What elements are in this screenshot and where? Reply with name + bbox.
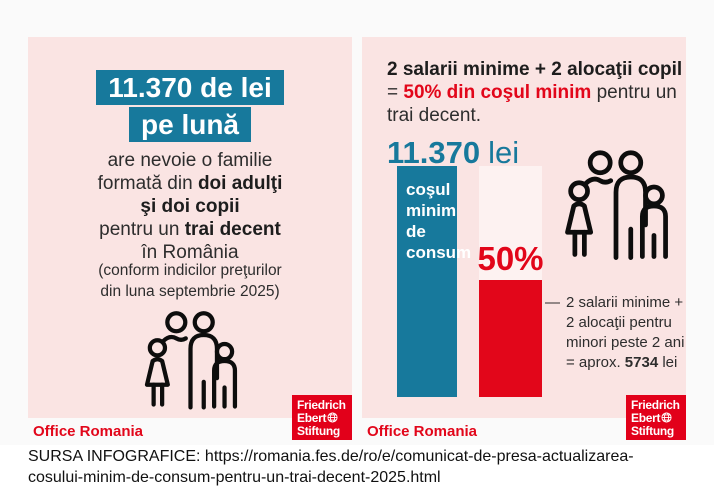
office-romania-label-right: Office Romania — [367, 423, 478, 440]
body-line2-bold: doi adulţi — [197, 173, 283, 194]
source-line1: SURSA INFOGRAFICE: https://romania.fes.d… — [28, 448, 634, 465]
body-line4-bold: trai decent — [184, 219, 281, 240]
headline-line1-bold: 2 salarii minime + 2 alocaţii copil — [387, 59, 683, 80]
bar-cosul-minim: coşul minim de consum — [397, 166, 472, 397]
percent-label: 50% — [477, 240, 544, 277]
right-panel: 2 salarii minime + 2 alocaţii copil = 50%… — [362, 37, 686, 418]
amount-unit: lei — [488, 135, 520, 170]
bar-cosul-minim-label: coşul minim de consum — [406, 180, 472, 262]
headline-amount: 11.370 de lei — [96, 70, 284, 105]
body-line1: are nevoie o familie — [107, 150, 273, 171]
note-line2: din luna septembrie 2025) — [100, 283, 280, 300]
fes-logo: Friedrich Ebert Stiftung — [626, 395, 686, 440]
price-index-note: (conform indicilor preţurilor din luna se… — [28, 260, 352, 302]
globe-icon — [661, 411, 672, 426]
headline-period: pe lună — [128, 107, 251, 142]
chart-amount-label: 11.370 lei — [387, 136, 519, 169]
left-panel: 11.370 de lei pe lună are nevoie o famil… — [28, 37, 352, 418]
annotation-dash: — — [545, 294, 560, 311]
bar-annotation: — 2 salarii minime +2 alocaţii pentru min… — [545, 293, 684, 373]
amount-value: 11.370 — [387, 135, 481, 170]
note-line1: (conform indicilor preţurilor — [98, 262, 282, 279]
bar-salarii-alocatii-fill — [479, 280, 542, 397]
office-romania-label-left: Office Romania — [33, 423, 144, 440]
annotation-amount-bold: 5734 — [624, 354, 659, 371]
headline-line3: trai decent. — [387, 105, 481, 126]
right-headline: 2 salarii minime + 2 alocaţii copil = 50%… — [387, 58, 682, 127]
body-line4-normal: pentru un — [99, 219, 185, 240]
left-body-text: are nevoie o familie formată din doi adul… — [28, 149, 352, 264]
family-icon — [28, 310, 352, 414]
body-line3-bold: şi doi copii — [140, 196, 240, 217]
body-line2-normal: formată din — [97, 173, 198, 194]
family-icon — [563, 149, 669, 270]
globe-icon — [327, 411, 338, 426]
headline-line2-red: 50% din coşul minim — [403, 82, 592, 103]
left-headline: 11.370 de lei pe lună — [28, 70, 352, 142]
body-line5: în România — [141, 242, 239, 263]
headline-line2-prefix: = — [387, 82, 404, 103]
annotation-text: 2 salarii minime +2 alocaţii pentru minor… — [566, 294, 685, 371]
source-line2: cosului-minim-de-consum-pentru-un-trai-d… — [28, 468, 441, 486]
bar-salarii-alocatii — [479, 166, 542, 397]
infographic: 11.370 de lei pe lună are nevoie o famil… — [28, 37, 686, 440]
headline-line2-suffix: pentru un — [591, 82, 677, 103]
source-caption: SURSA INFOGRAFICE: https://romania.fes.d… — [28, 447, 634, 488]
fes-logo: Friedrich Ebert Stiftung — [292, 395, 352, 440]
